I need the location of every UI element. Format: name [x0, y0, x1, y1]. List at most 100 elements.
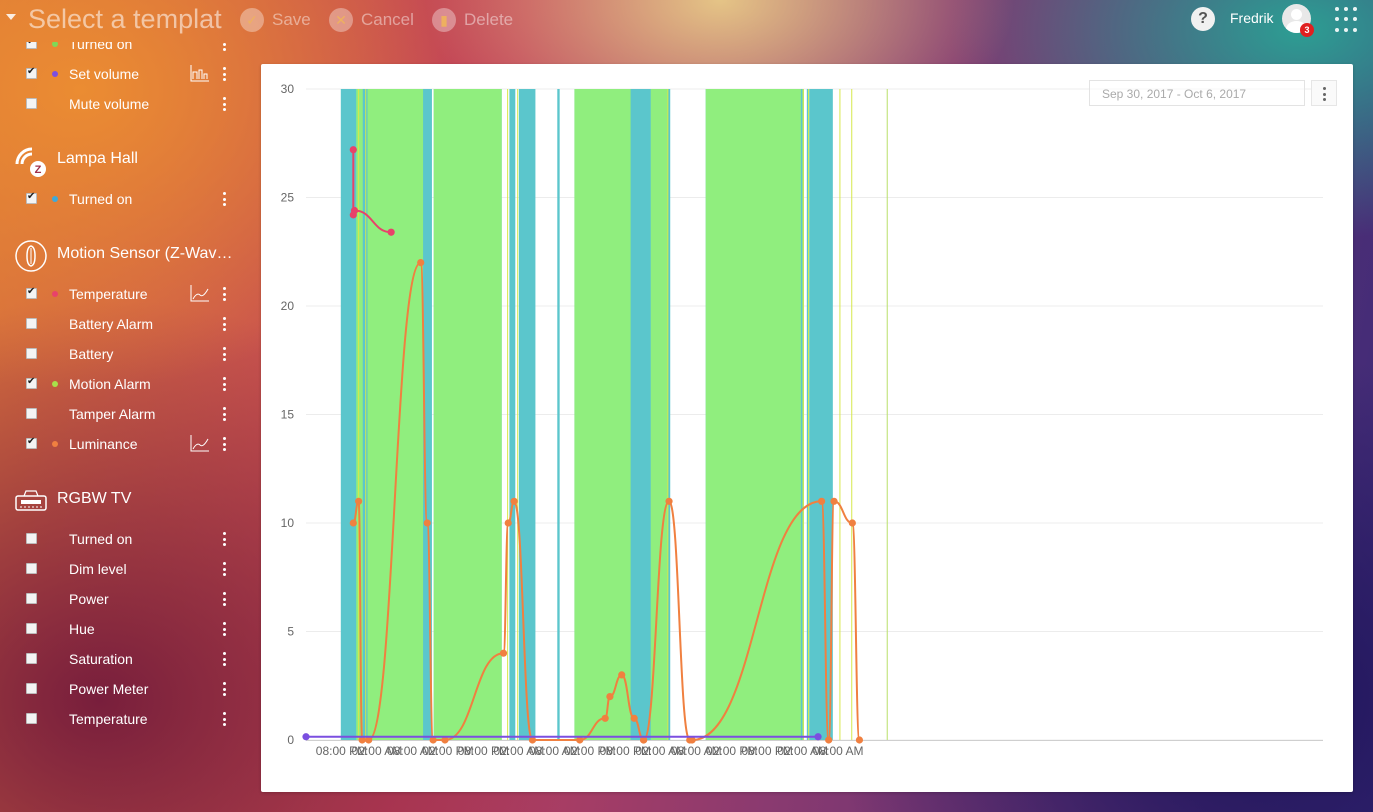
username[interactable]: Fredrik: [1230, 10, 1274, 26]
more-options-icon[interactable]: [223, 652, 226, 666]
notification-badge[interactable]: 3: [1300, 23, 1314, 37]
more-options-icon[interactable]: [223, 407, 226, 421]
delete-button[interactable]: ▮ Delete: [432, 8, 513, 32]
cancel-label: Cancel: [361, 10, 414, 29]
checkbox[interactable]: [26, 98, 37, 109]
data-point: [665, 497, 673, 505]
more-options-icon[interactable]: [223, 97, 226, 111]
device-rgbw-tv[interactable]: RGBW TV: [0, 482, 240, 518]
sidebar-item-dim-level[interactable]: Dim level: [0, 558, 240, 580]
sidebar-item-mute-volume[interactable]: Mute volume: [0, 93, 240, 115]
x-tick-label: 08:00 AM: [671, 744, 722, 758]
checkbox[interactable]: [26, 436, 37, 449]
date-range-picker[interactable]: Sep 30, 2017 - Oct 6, 2017: [1089, 80, 1305, 106]
help-icon[interactable]: ?: [1191, 7, 1215, 31]
x-tick-label: 02:00 AM: [777, 744, 828, 758]
checkbox[interactable]: [26, 623, 37, 634]
state-band: [705, 89, 804, 740]
data-point: [688, 736, 696, 744]
line-chart-icon[interactable]: [190, 284, 210, 302]
checkbox[interactable]: [26, 191, 37, 204]
more-options-icon[interactable]: [223, 592, 226, 606]
more-options-icon[interactable]: [223, 192, 226, 206]
series-color-dot: [52, 42, 58, 47]
motion-band: [509, 89, 516, 740]
x-tick-label: 02:00 AM: [352, 744, 403, 758]
more-options-icon[interactable]: [223, 287, 226, 301]
sidebar-item-tamper-alarm[interactable]: Tamper Alarm: [0, 403, 240, 425]
more-options-icon[interactable]: [223, 437, 226, 451]
sidebar-item-label: Luminance: [69, 436, 138, 452]
checkbox[interactable]: [26, 42, 37, 49]
checkbox[interactable]: [26, 408, 37, 419]
sidebar-item-set-volume[interactable]: Set volume: [0, 63, 240, 85]
checkbox[interactable]: [26, 653, 37, 664]
sidebar-item-motion-alarm[interactable]: Motion Alarm: [0, 373, 240, 395]
checkbox[interactable]: [26, 683, 37, 694]
sidebar-item-lampa-turned-on[interactable]: Turned on: [0, 188, 240, 210]
data-point: [576, 736, 584, 744]
more-options-icon[interactable]: [223, 317, 226, 331]
more-options-icon[interactable]: [223, 377, 226, 391]
data-point: [355, 497, 363, 505]
state-band: [433, 89, 502, 740]
chart-menu-button[interactable]: [1311, 80, 1337, 106]
checkbox[interactable]: [26, 286, 37, 299]
checkbox[interactable]: [26, 318, 37, 329]
save-button[interactable]: ✓ Save: [240, 8, 311, 32]
sidebar-item-power[interactable]: Power: [0, 588, 240, 610]
sidebar-item-label: Saturation: [69, 651, 133, 667]
checkbox[interactable]: [26, 376, 37, 389]
more-options-icon[interactable]: [223, 622, 226, 636]
sidebar-item-temperature[interactable]: Temperature: [0, 283, 240, 305]
more-options-icon[interactable]: [223, 682, 226, 696]
more-options-icon[interactable]: [223, 712, 226, 726]
motion-band: [667, 89, 671, 740]
check-icon: ✓: [240, 8, 264, 32]
data-point: [499, 649, 508, 657]
data-point: [302, 733, 310, 741]
line-chart-icon[interactable]: [190, 434, 210, 452]
save-label: Save: [272, 10, 311, 29]
more-options-icon[interactable]: [223, 67, 226, 81]
sidebar-item-label: Turned on: [69, 42, 133, 52]
device-title: Lampa Hall: [57, 150, 138, 167]
x-tick-label: 02:00 AM: [494, 744, 545, 758]
more-options-icon[interactable]: [223, 532, 226, 546]
step-chart-icon[interactable]: [190, 64, 210, 82]
more-options-icon[interactable]: [223, 562, 226, 576]
x-tick-label: 08:00 AM: [529, 744, 580, 758]
cancel-button[interactable]: ✕ Cancel: [329, 8, 414, 32]
sidebar-item-power-meter[interactable]: Power Meter: [0, 678, 240, 700]
checkbox[interactable]: [26, 66, 37, 79]
checkbox[interactable]: [26, 348, 37, 359]
series-color-dot: [52, 291, 58, 297]
sidebar-item-rgbw-turned-on[interactable]: Turned on: [0, 528, 240, 550]
device-lampa-hall[interactable]: Z Lampa Hall: [0, 142, 240, 178]
motion-sensor-icon: [15, 240, 47, 272]
more-options-icon[interactable]: [223, 42, 226, 51]
device-motion-sensor[interactable]: Motion Sensor (Z-Wave Plus): [0, 237, 240, 273]
sidebar-item-turned-on[interactable]: Turned on: [0, 42, 240, 55]
template-dropdown-caret-icon[interactable]: [6, 14, 16, 20]
sidebar-item-battery-alarm[interactable]: Battery Alarm: [0, 313, 240, 335]
sidebar-item-battery[interactable]: Battery: [0, 343, 240, 365]
sidebar-item-rgbw-temperature[interactable]: Temperature: [0, 708, 240, 730]
sidebar-item-saturation[interactable]: Saturation: [0, 648, 240, 670]
x-tick-label: 02:00 AM: [635, 744, 686, 758]
data-point: [358, 736, 366, 744]
sidebar-item-label: Turned on: [69, 191, 133, 207]
sidebar-item-label: Turned on: [69, 531, 133, 547]
checkbox[interactable]: [26, 533, 37, 544]
y-tick-label: 0: [287, 733, 294, 747]
checkbox[interactable]: [26, 713, 37, 724]
sidebar-item-hue[interactable]: Hue: [0, 618, 240, 640]
checkbox[interactable]: [26, 563, 37, 574]
apps-grid-icon[interactable]: [1335, 7, 1361, 33]
sidebar-item-luminance[interactable]: Luminance: [0, 433, 240, 455]
template-select[interactable]: Select a template: [28, 4, 222, 34]
more-options-icon[interactable]: [223, 347, 226, 361]
y-tick-label: 20: [281, 299, 295, 313]
checkbox[interactable]: [26, 593, 37, 604]
